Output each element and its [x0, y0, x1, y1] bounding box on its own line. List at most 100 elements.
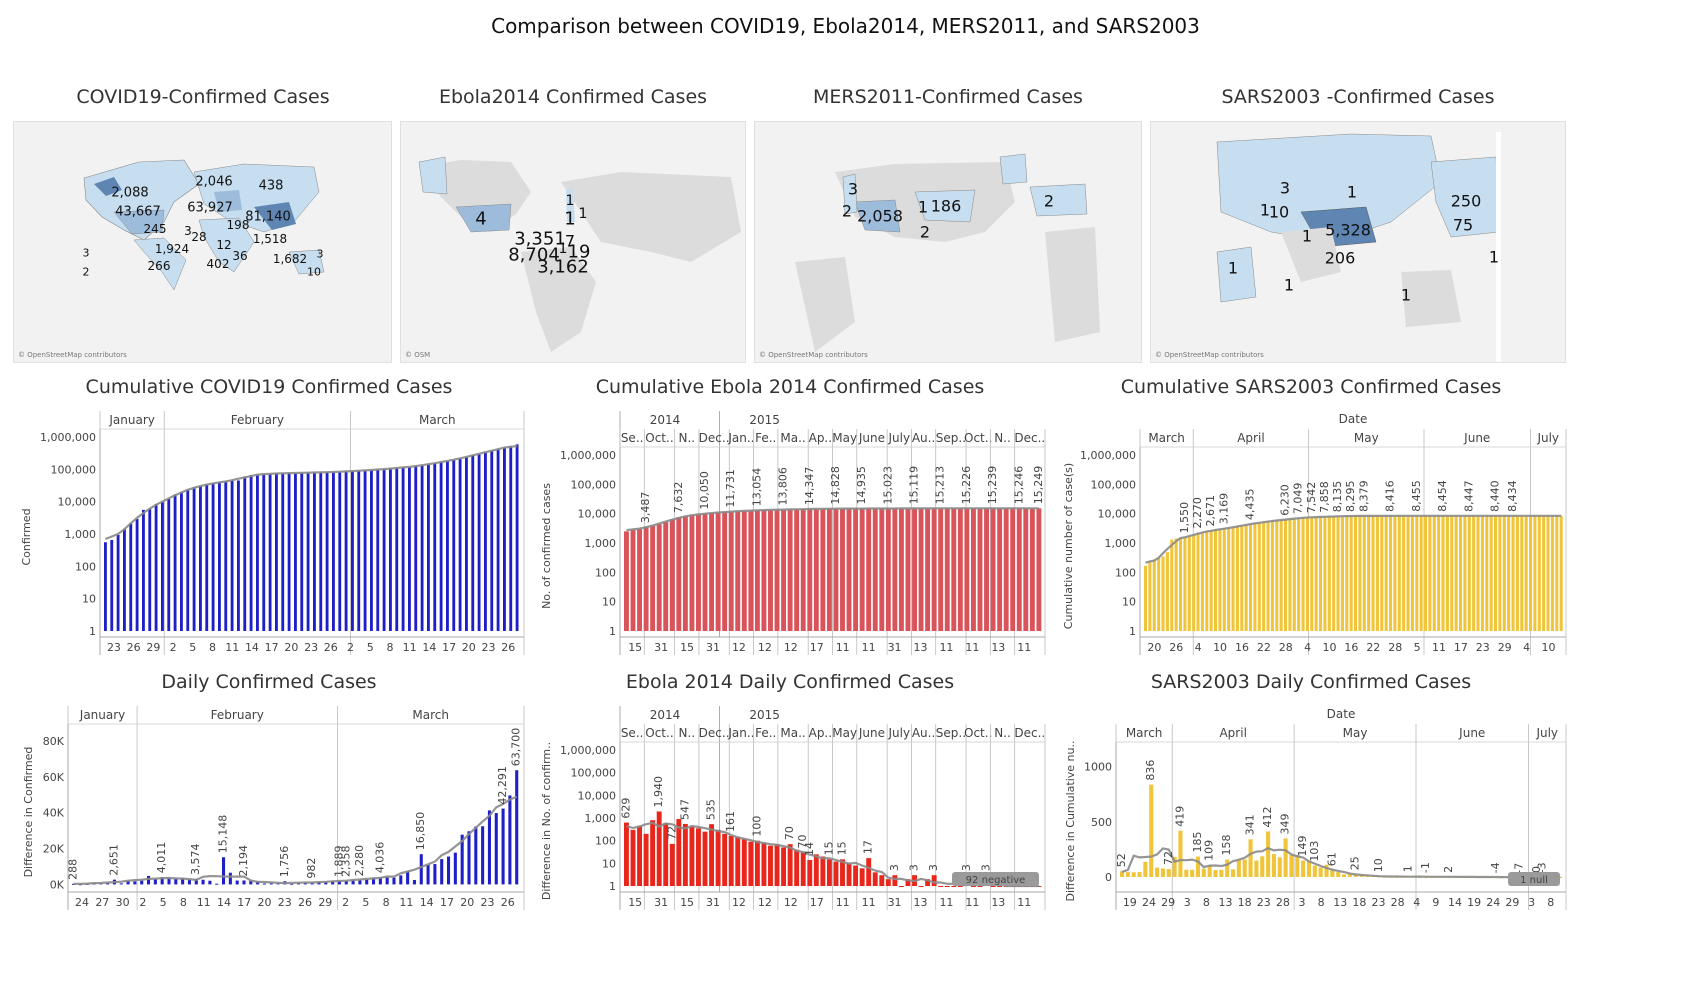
- map-label: 3: [184, 224, 192, 238]
- x-tick-label: 8: [386, 641, 393, 654]
- bar: [104, 542, 107, 631]
- covid-daily-chart[interactable]: January February March 0K 20K 40K 60K 80K Differ…: [14, 700, 529, 916]
- covid-map[interactable]: © OpenStreetMap contributors 2,088 43,66…: [13, 121, 392, 363]
- x-tick-label: 8: [209, 641, 216, 654]
- sars-daily-chart[interactable]: Date March April May June July 0 500 1000 Differe…: [1056, 700, 1568, 916]
- covid-cumulative-chart[interactable]: January February March 1 10 100 1,000 10,000 100…: [14, 405, 529, 660]
- bar: [1336, 516, 1340, 631]
- x-tick-label: 12: [784, 896, 798, 909]
- bar: [147, 875, 151, 885]
- bar: [637, 529, 643, 631]
- data-label: 103: [1308, 841, 1321, 862]
- y-tick-label: 100,000: [51, 463, 97, 476]
- x-tick-label: 11: [939, 896, 953, 909]
- map-label: 63,927: [187, 200, 233, 216]
- bar: [1318, 867, 1323, 877]
- bar: [1131, 872, 1136, 877]
- month-label: February: [211, 708, 264, 722]
- bar: [1214, 529, 1218, 631]
- bar: [1036, 508, 1042, 631]
- sars-map[interactable]: © OpenStreetMap contributors 3 1 1 10 1 …: [1150, 121, 1566, 363]
- data-label: 10: [1372, 858, 1385, 872]
- x-tick-label: 13: [991, 896, 1005, 909]
- bar: [761, 510, 767, 631]
- bar: [1192, 535, 1196, 631]
- mers-map[interactable]: © OpenStreetMap contributors 3 2 2,058 1…: [754, 121, 1142, 363]
- chart-title-ebola-cumulative: Cumulative Ebola 2014 Confirmed Cases: [595, 376, 985, 398]
- x-tick-label: 3: [1528, 896, 1535, 909]
- bar: [624, 531, 629, 631]
- map-landmass: [1401, 270, 1461, 327]
- map-label: 1: [1301, 226, 1313, 246]
- data-label: 8,416: [1384, 480, 1397, 512]
- bar: [1231, 527, 1235, 631]
- bar: [1347, 873, 1352, 877]
- covid-daily-svg: January February March 0K 20K 40K 60K 80K Differ…: [22, 706, 525, 910]
- data-label: 16,850: [414, 812, 427, 851]
- bar: [1219, 869, 1224, 877]
- bar: [781, 509, 787, 631]
- bar: [474, 826, 478, 885]
- bar: [290, 883, 294, 885]
- sars-cumulative-chart[interactable]: Date March April May June July 1 10 100 1,000 10,0…: [1056, 405, 1568, 660]
- month-label: Ap..: [809, 431, 832, 445]
- bar: [1324, 864, 1329, 877]
- x-tick-label: 23: [304, 641, 318, 654]
- bar: [385, 877, 389, 885]
- trend-line: [626, 507, 1039, 532]
- x-tick-label: 8: [1318, 896, 1325, 909]
- data-label: 3: [908, 864, 921, 871]
- x-tick-label: 17: [810, 641, 824, 654]
- bar: [957, 886, 963, 887]
- month-label: Fe..: [755, 431, 776, 445]
- data-label: 3: [960, 864, 973, 871]
- bar: [951, 886, 957, 887]
- data-label: 52: [1115, 853, 1128, 867]
- data-label: 161: [724, 811, 737, 832]
- bar: [794, 849, 800, 886]
- bar: [153, 878, 157, 885]
- map-title-covid: COVID19-Confirmed Cases: [76, 86, 330, 108]
- bar: [140, 880, 144, 885]
- bar: [1257, 522, 1261, 631]
- x-tick-label: 10: [1213, 641, 1227, 654]
- map-label: 43,667: [115, 204, 161, 220]
- x-tick-label: 27: [95, 896, 109, 909]
- bar: [1253, 523, 1257, 631]
- month-label: May: [832, 431, 857, 445]
- data-label: 6,230: [1279, 484, 1292, 516]
- month-label: Oct..: [964, 726, 992, 740]
- bar: [1292, 518, 1296, 631]
- y-tick-label: 10,000: [578, 789, 617, 802]
- month-label: May: [1354, 431, 1379, 445]
- bar: [471, 455, 475, 631]
- data-label: 341: [1244, 814, 1257, 835]
- bar: [496, 449, 500, 631]
- x-tick-label: 17: [237, 896, 251, 909]
- bar: [1502, 515, 1506, 631]
- map-label: 245: [143, 222, 167, 236]
- ebola-map[interactable]: © OSM 4 1 1 1 3,351 7 8,704 19 3,162 1: [400, 121, 746, 363]
- bar: [650, 820, 656, 886]
- month-label: Dec..: [699, 431, 730, 445]
- x-tick-label: 26: [298, 896, 312, 909]
- bar: [1209, 530, 1213, 631]
- y-axis-label: Confirmed: [20, 508, 33, 565]
- bar: [1161, 556, 1165, 631]
- data-label: 42,291: [496, 766, 509, 805]
- bar: [1306, 861, 1312, 877]
- bar: [337, 881, 341, 885]
- map-landmass: [1430, 156, 1500, 238]
- x-tick-label: 17: [440, 896, 454, 909]
- data-label: 4,435: [1244, 489, 1257, 521]
- bar: [467, 831, 471, 885]
- x-tick-label: 2: [342, 896, 349, 909]
- ebola-cumulative-chart[interactable]: 2014 2015 Se.. Oct.. N.. Dec.. Jan.. Fe.. Ma.. Ap…: [534, 405, 1049, 660]
- map-landmass: [1045, 227, 1100, 342]
- x-tick-label: 14: [420, 896, 434, 909]
- bar: [944, 508, 950, 631]
- ebola-daily-chart[interactable]: 2014 2015 Se.. Oct.. N.. Dec.. Jan.. Fe.. Ma.. Ap…: [534, 700, 1049, 916]
- bar: [1362, 515, 1366, 631]
- month-label: January: [108, 413, 155, 427]
